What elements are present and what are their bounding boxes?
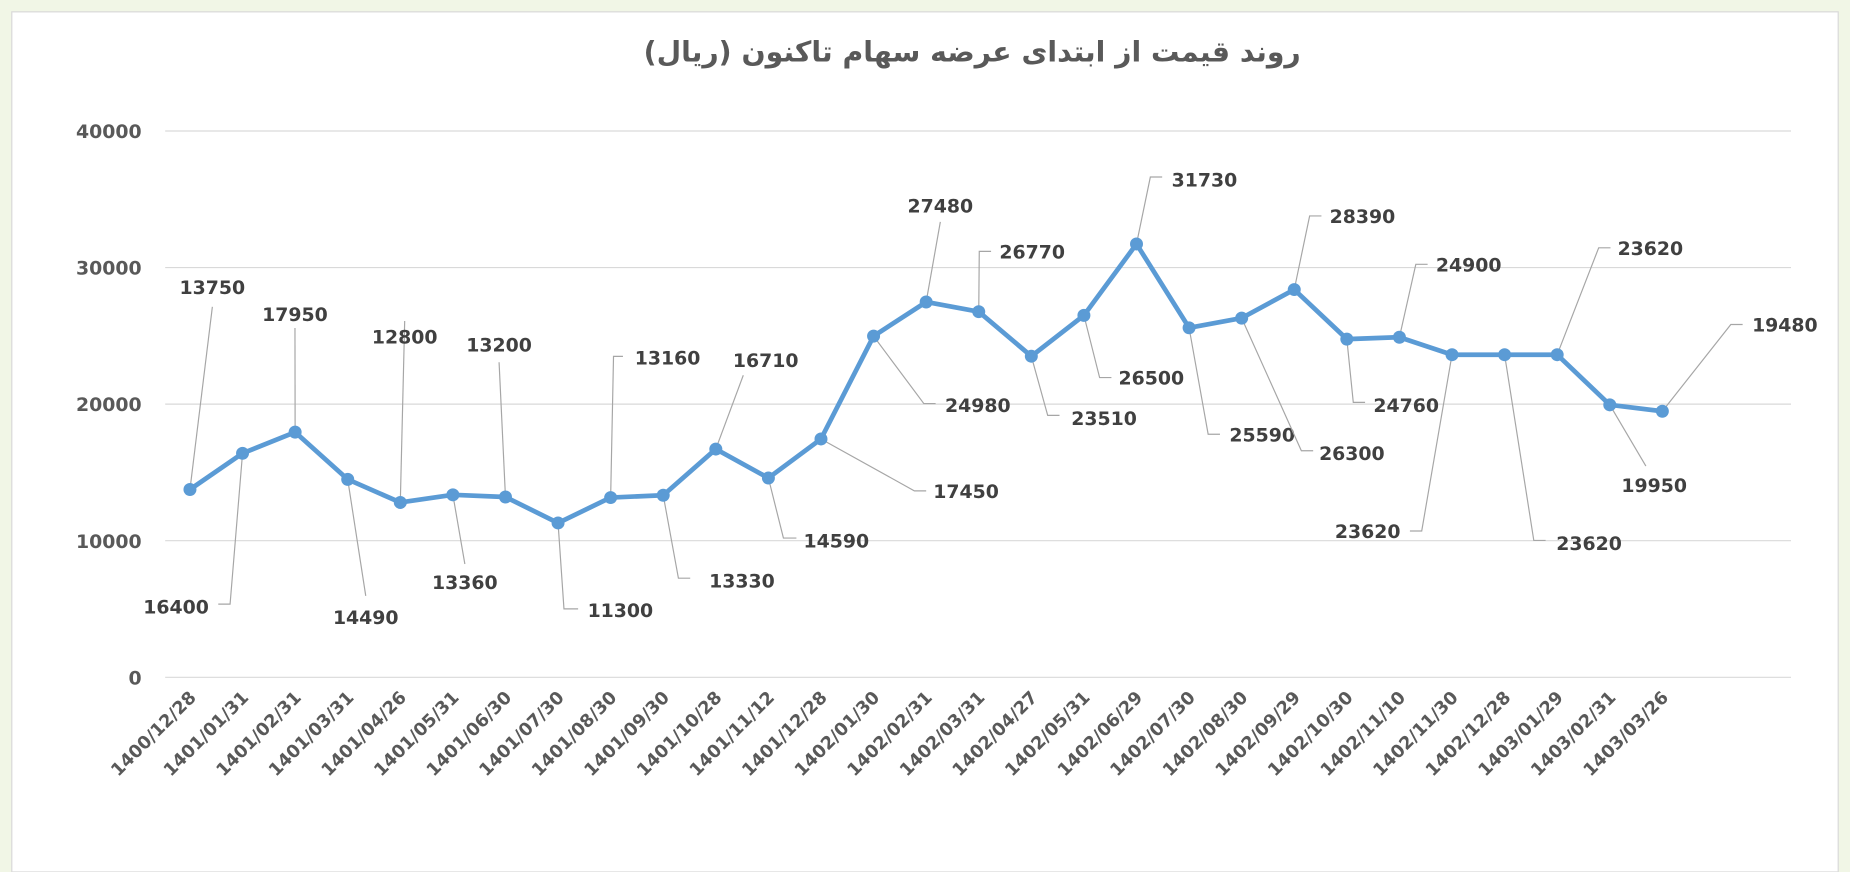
leader-line (662, 495, 691, 579)
marker (1392, 330, 1406, 344)
leader-line (925, 221, 941, 303)
leader-line (452, 494, 466, 565)
marker (1024, 349, 1038, 363)
leader-line (1661, 323, 1743, 412)
data-label: 16710 (733, 350, 799, 372)
data-label: 13330 (709, 571, 775, 593)
leader-line (347, 479, 367, 596)
leader-line (1409, 354, 1453, 532)
marker (709, 442, 723, 456)
chart-card (11, 11, 1839, 872)
marker (1287, 283, 1301, 297)
marker (551, 516, 565, 530)
leader-line (399, 320, 406, 503)
marker (919, 295, 933, 309)
marker (236, 446, 250, 460)
marker (446, 488, 460, 502)
leader-line (1241, 317, 1314, 452)
data-label: 14590 (803, 530, 869, 552)
marker (1130, 237, 1143, 251)
marker (498, 490, 512, 504)
leader-line (218, 453, 244, 605)
data-label: 14490 (333, 607, 399, 629)
data-label: 11300 (588, 600, 654, 622)
data-label: 17450 (933, 481, 999, 503)
marker (814, 432, 828, 446)
marker (1498, 348, 1512, 362)
marker (1445, 348, 1459, 362)
leader-line (1030, 356, 1060, 416)
leader-line (557, 522, 579, 610)
leader-line (498, 362, 507, 498)
leader-line (978, 250, 992, 312)
marker (656, 488, 670, 502)
leader-line (873, 335, 936, 405)
leader-line (1398, 263, 1428, 338)
leader-line (1293, 215, 1322, 290)
data-label: 12800 (372, 326, 438, 348)
leader-line (1346, 339, 1366, 403)
leader-line (1609, 404, 1647, 467)
data-label: 31730 (1172, 169, 1238, 191)
data-label: 13750 (180, 277, 246, 299)
data-label: 24760 (1373, 395, 1439, 417)
leader-line (767, 477, 797, 539)
leader-line (1556, 247, 1611, 355)
marker (1603, 398, 1617, 412)
chart-title: روند قیمت از ابتدای عرضه سهام تاکنون (ری… (644, 35, 1301, 68)
marker (1340, 332, 1354, 346)
y-tick-label: 0 (128, 667, 141, 689)
marker (761, 471, 775, 485)
leader-line (1135, 176, 1163, 245)
marker (972, 305, 986, 319)
data-label: 19480 (1752, 315, 1818, 337)
data-label: 17950 (262, 304, 328, 326)
leader-line (1504, 354, 1546, 542)
marker (1077, 308, 1091, 322)
marker (1182, 321, 1196, 335)
data-label: 13160 (635, 348, 701, 370)
marker (393, 495, 407, 509)
marker (604, 491, 618, 505)
marker (1235, 311, 1249, 325)
leader-line (1188, 327, 1220, 435)
data-label: 25590 (1229, 424, 1295, 446)
data-label: 27480 (908, 195, 974, 217)
data-label: 26500 (1118, 368, 1184, 390)
leader-line (1083, 315, 1112, 379)
data-label: 23510 (1071, 408, 1137, 430)
data-label: 19950 (1621, 475, 1687, 497)
leader-line (189, 306, 213, 490)
data-label: 23620 (1556, 533, 1622, 555)
marker (288, 425, 302, 439)
leader-line (610, 355, 623, 498)
marker (1550, 348, 1564, 362)
data-label: 28390 (1330, 206, 1396, 228)
leader-line (820, 438, 927, 492)
data-label: 23620 (1335, 521, 1401, 543)
y-tick-label: 10000 (76, 531, 142, 553)
marker (867, 329, 881, 343)
marker (1655, 404, 1669, 418)
data-label: 13200 (466, 335, 532, 357)
data-label: 16400 (143, 597, 209, 619)
marker (183, 483, 197, 496)
data-label: 26300 (1319, 443, 1385, 465)
leader-line (715, 375, 744, 450)
data-label: 23620 (1618, 238, 1684, 260)
y-tick-label: 20000 (76, 394, 142, 416)
y-tick-label: 30000 (76, 258, 142, 280)
data-label: 24980 (945, 395, 1011, 417)
data-label: 26770 (999, 241, 1065, 263)
data-label: 13360 (432, 572, 498, 594)
y-tick-label: 40000 (76, 121, 142, 143)
marker (341, 472, 355, 486)
data-label: 24900 (1436, 254, 1502, 276)
